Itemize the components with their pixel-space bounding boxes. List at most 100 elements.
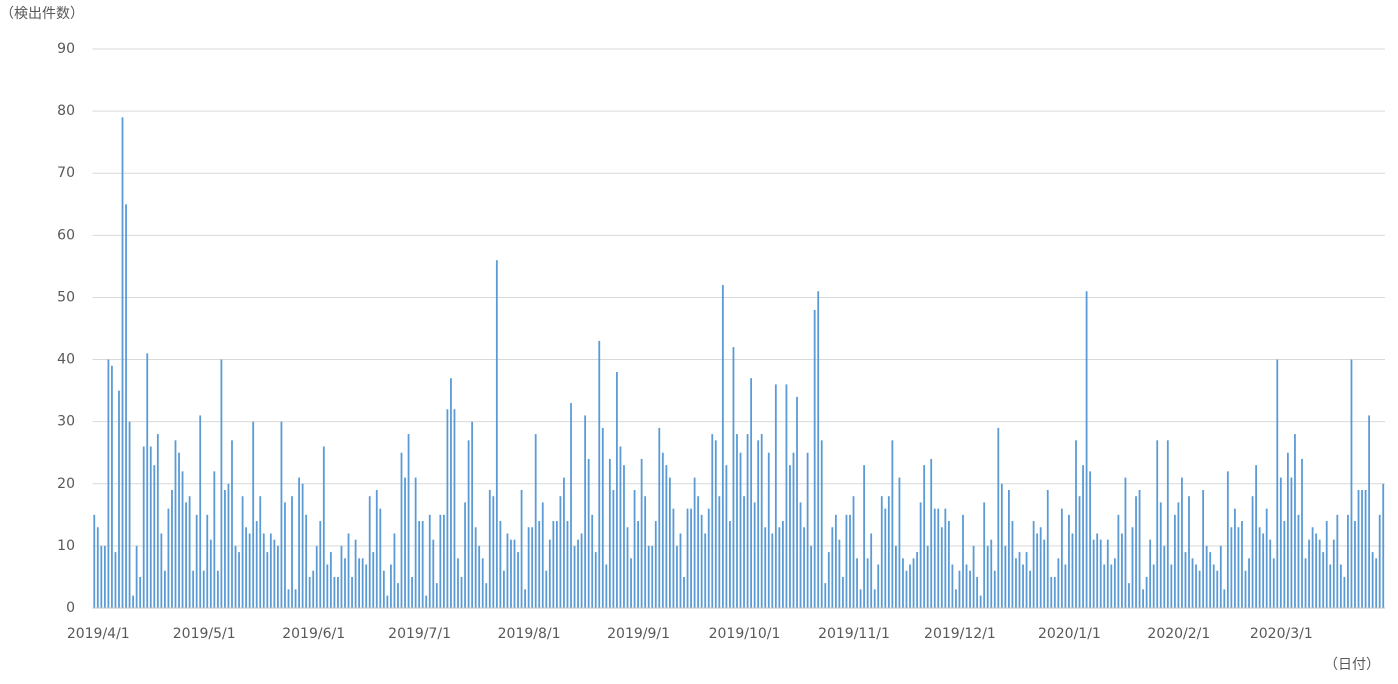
bar (1135, 496, 1137, 608)
bar (813, 309, 816, 608)
bar (1265, 508, 1268, 608)
bar (647, 545, 650, 608)
bar (442, 514, 445, 608)
x-axis-label: （日付） (1324, 657, 1380, 673)
bar (337, 576, 339, 608)
bar (322, 446, 325, 608)
bar (601, 427, 604, 608)
bar (1350, 359, 1353, 608)
bar (1308, 539, 1310, 608)
bar (319, 521, 322, 608)
bar (612, 489, 615, 608)
bar (213, 471, 216, 608)
bar (301, 483, 304, 608)
bar (291, 496, 293, 608)
bar (866, 558, 869, 608)
bar (259, 496, 262, 608)
y-tick-label: 70 (57, 165, 75, 181)
bar (1029, 570, 1031, 608)
bar (358, 558, 361, 608)
bar (192, 570, 195, 608)
bar (721, 285, 724, 608)
bar (382, 570, 385, 608)
bar (195, 514, 198, 608)
bar (245, 527, 248, 608)
bar (983, 502, 986, 608)
bar (1075, 440, 1077, 608)
x-tick-label: 2019/12/1 (924, 626, 996, 642)
y-axis-label: （検出件数） (0, 6, 84, 22)
bar (1057, 558, 1060, 608)
bar (962, 514, 964, 608)
bar (488, 489, 491, 608)
bar (757, 440, 760, 608)
bar (771, 533, 774, 608)
bar (711, 434, 714, 608)
bar (163, 570, 166, 608)
bar (704, 533, 707, 608)
bar (234, 545, 237, 608)
bar (1336, 514, 1339, 608)
bar (460, 576, 463, 608)
bar (1121, 533, 1123, 608)
bar (1375, 558, 1378, 608)
bar (926, 545, 929, 608)
bar (1008, 489, 1010, 608)
bar (605, 564, 608, 608)
x-tick-label: 2019/8/1 (498, 626, 561, 642)
bar (407, 434, 410, 608)
bar (1145, 576, 1148, 608)
bar (785, 384, 788, 608)
bar (1117, 514, 1120, 608)
bar (520, 489, 523, 608)
bar (453, 409, 456, 608)
bar (799, 502, 802, 608)
bar (457, 558, 459, 608)
bar (1361, 489, 1363, 608)
bar (499, 521, 502, 608)
bar (700, 514, 703, 608)
bar (693, 477, 696, 608)
bar (393, 533, 396, 608)
bar (132, 595, 135, 608)
bar (100, 545, 103, 608)
bar (315, 545, 318, 608)
bar (1209, 552, 1212, 608)
bar (912, 558, 915, 608)
bar (1329, 564, 1332, 608)
bar (121, 117, 124, 609)
bar (1113, 558, 1116, 608)
bar (870, 533, 873, 608)
bar (1276, 359, 1279, 608)
bar (1000, 483, 1003, 608)
bar (1159, 502, 1162, 608)
bar (153, 465, 156, 608)
bar (616, 371, 618, 608)
bar (587, 458, 590, 608)
bar (1163, 545, 1166, 608)
bar (736, 434, 738, 608)
y-tick-label: 90 (57, 41, 75, 57)
bar (1241, 521, 1243, 608)
bar (658, 427, 661, 608)
bar (965, 564, 968, 608)
bar (495, 260, 498, 608)
bar (1357, 489, 1360, 608)
bar (891, 440, 894, 608)
bar (548, 539, 551, 608)
bar (1368, 415, 1371, 608)
bar (1025, 552, 1028, 608)
bar (471, 421, 474, 608)
bar (842, 576, 844, 608)
bar (997, 427, 1000, 608)
bar (623, 465, 625, 608)
bar (863, 465, 866, 608)
bar (372, 552, 375, 608)
bar (202, 570, 205, 608)
bar (390, 564, 392, 608)
bar (955, 589, 957, 608)
bar (545, 570, 548, 608)
bar (1290, 477, 1293, 608)
bar (365, 564, 368, 608)
bar (276, 545, 279, 608)
